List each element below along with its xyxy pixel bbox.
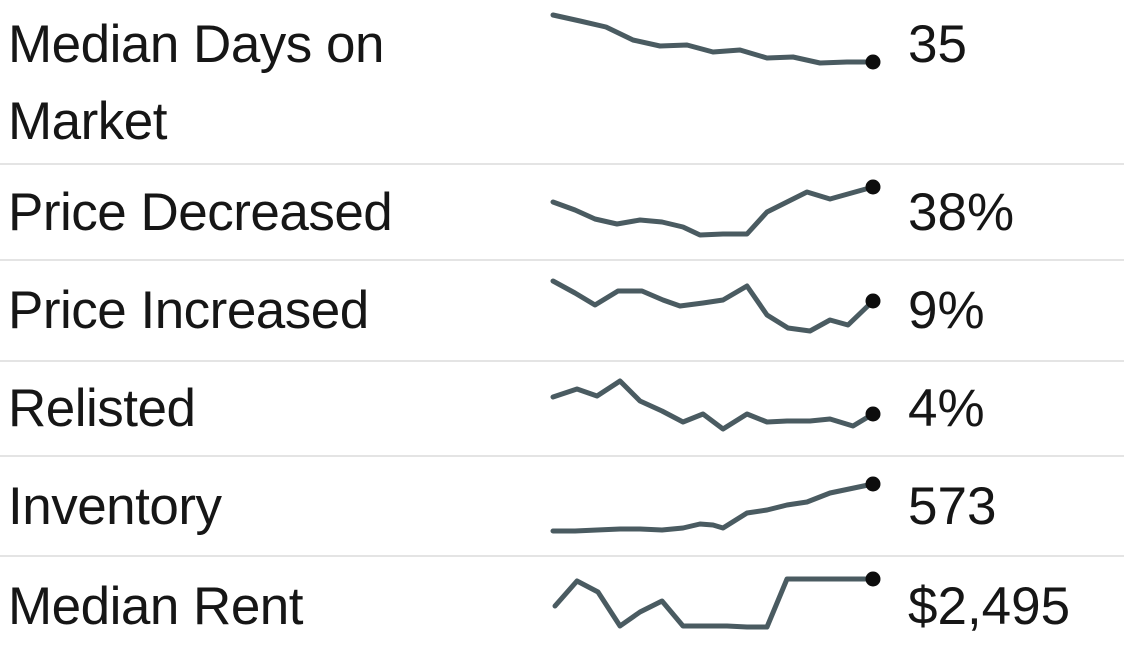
metric-row-inventory: Inventory 573	[0, 455, 1124, 555]
sparkline-endpoint-dot	[865, 476, 881, 492]
sparkline-endpoint-dot	[865, 406, 881, 421]
sparkline-chart	[550, 378, 881, 431]
sparkline-endpoint-dot	[865, 179, 881, 195]
metric-value: 38%	[908, 182, 1015, 242]
sparkline-chart	[550, 179, 881, 238]
sparkline-endpoint-dot	[865, 571, 881, 587]
metric-row-price-decreased: Price Decreased 38%	[0, 163, 1124, 259]
metric-value: $2,495	[908, 576, 1071, 636]
sparkline-line	[550, 481, 876, 534]
metric-value: 35	[908, 15, 967, 74]
sparkline-line	[550, 278, 876, 333]
sparkline-endpoint-dot	[865, 54, 881, 70]
metric-row-price-increased: Price Increased 9%	[0, 259, 1124, 360]
metric-label: Price Decreased	[8, 182, 393, 242]
metric-value: 4%	[908, 379, 985, 438]
metric-label: Relisted	[8, 379, 196, 438]
metric-label: Price Increased	[8, 281, 369, 340]
sparkline-chart	[550, 278, 881, 333]
sparkline-endpoint-dot	[865, 293, 881, 308]
metric-row-relisted: Relisted 4%	[0, 360, 1124, 455]
sparkline-line	[550, 378, 876, 431]
metric-label: Median Rent	[8, 576, 304, 636]
sparkline-line	[552, 576, 876, 630]
sparkline-line	[550, 12, 876, 66]
sparkline-chart	[550, 12, 881, 70]
metric-label: Inventory	[8, 476, 222, 536]
metric-row-median-days-on-market: Median Days on Market 35	[0, 0, 1124, 163]
metric-value: 9%	[908, 281, 985, 340]
metric-row-median-rent: Median Rent $2,495	[0, 555, 1124, 655]
metric-label: Median Days on Market	[8, 15, 384, 151]
sparkline-line	[550, 184, 876, 238]
sparkline-chart	[550, 476, 881, 534]
sparkline-chart	[552, 571, 881, 630]
metric-value: 573	[908, 476, 997, 536]
